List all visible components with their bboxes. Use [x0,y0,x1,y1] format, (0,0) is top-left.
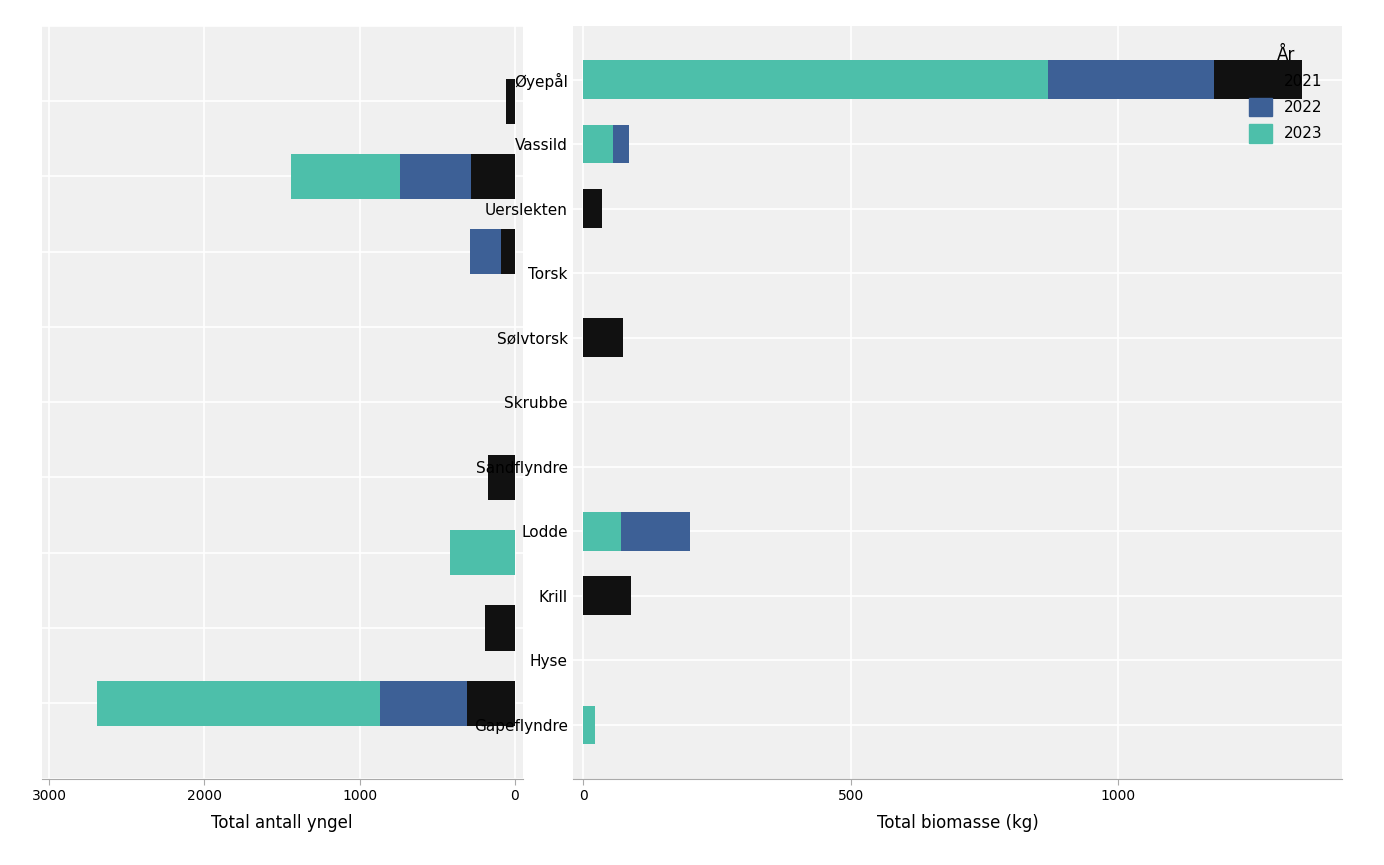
Bar [584,318,623,357]
Bar [584,576,631,615]
Bar [621,512,691,551]
Bar [584,189,602,228]
Bar [507,79,515,124]
Bar [584,61,1049,99]
Bar [486,606,515,650]
Bar [1214,61,1302,99]
X-axis label: Total biomasse (kg): Total biomasse (kg) [876,814,1038,832]
Bar [584,125,613,163]
Bar [450,530,515,575]
Bar [400,154,472,199]
Legend: 2021, 2022, 2023: 2021, 2022, 2023 [1237,34,1334,155]
Bar [489,455,515,500]
Bar [472,154,515,199]
Bar [379,681,466,726]
Bar [292,154,400,199]
Bar [584,706,595,744]
Bar [584,512,621,551]
Bar [471,229,501,274]
Bar [613,125,628,163]
X-axis label: Total antall yngel: Total antall yngel [212,814,353,832]
Bar [97,681,379,726]
Bar [466,681,515,726]
Bar [1049,61,1214,99]
Bar [501,229,515,274]
